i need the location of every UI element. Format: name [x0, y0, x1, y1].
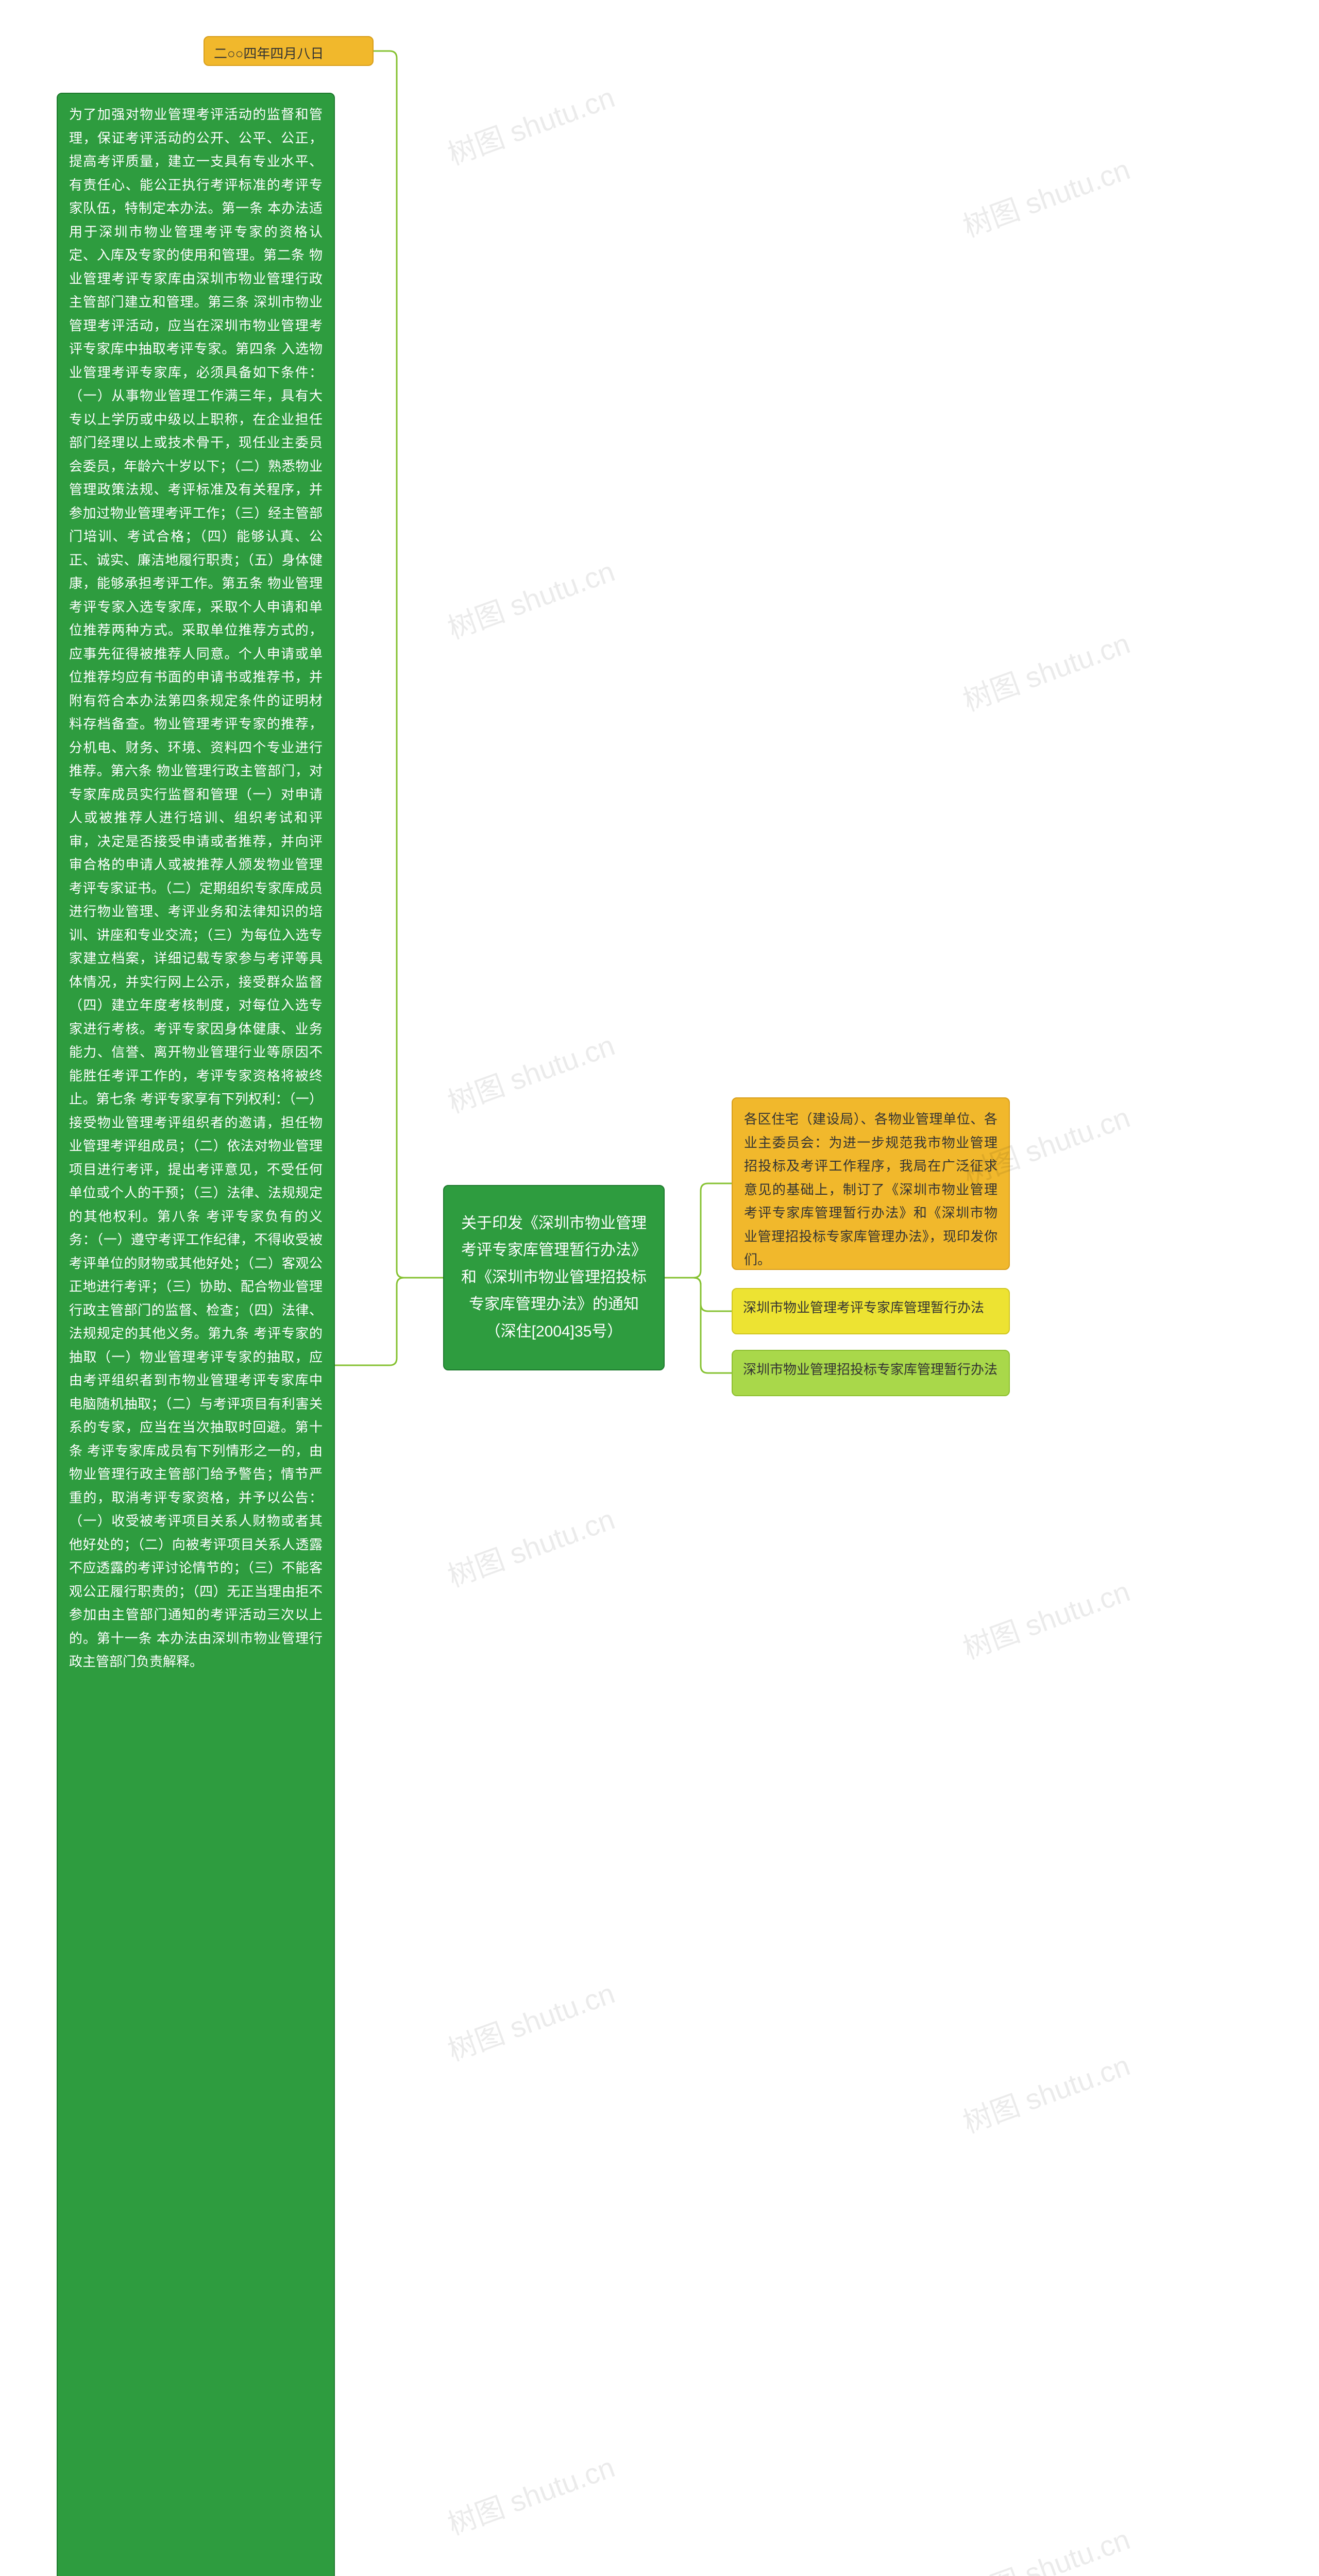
- connector: [665, 1278, 732, 1373]
- right-node-intro: 各区住宅（建设局）、各物业管理单位、各业主委员会：为进一步规范我市物业管理招投标…: [732, 1097, 1010, 1270]
- long-body-text: 为了加强对物业管理考评活动的监督和管理，保证考评活动的公开、公平、公正，提高考评…: [69, 107, 323, 1669]
- root-title-text: 关于印发《深圳市物业管理考评专家库管理暂行办法》和《深圳市物业管理招投标专家库管…: [455, 1210, 652, 1346]
- right-node-intro-text: 各区住宅（建设局）、各物业管理单位、各业主委员会：为进一步规范我市物业管理招投标…: [744, 1111, 997, 1267]
- date-text: 二○○四年四月八日: [214, 46, 324, 61]
- connector: [335, 1278, 443, 1365]
- right-node-method-2-text: 深圳市物业管理招投标专家库管理暂行办法: [743, 1362, 997, 1377]
- right-node-method-2: 深圳市物业管理招投标专家库管理暂行办法: [732, 1350, 1010, 1396]
- date-node: 二○○四年四月八日: [204, 36, 374, 66]
- connector: [665, 1183, 732, 1278]
- long-body-node: 为了加强对物业管理考评活动的监督和管理，保证考评活动的公开、公平、公正，提高考评…: [57, 93, 335, 2576]
- right-node-method-1: 深圳市物业管理考评专家库管理暂行办法: [732, 1288, 1010, 1334]
- root-title-node: 关于印发《深圳市物业管理考评专家库管理暂行办法》和《深圳市物业管理招投标专家库管…: [443, 1185, 665, 1370]
- right-node-method-1-text: 深圳市物业管理考评专家库管理暂行办法: [743, 1300, 984, 1315]
- connector: [665, 1278, 732, 1311]
- connector: [374, 51, 443, 1278]
